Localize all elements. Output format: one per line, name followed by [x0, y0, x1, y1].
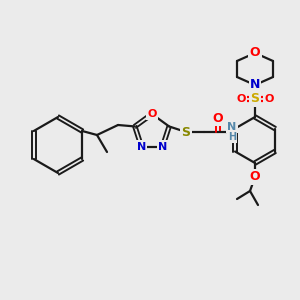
Text: N: N — [227, 122, 237, 132]
Text: O: O — [264, 94, 274, 104]
Text: N: N — [158, 142, 167, 152]
Text: S: S — [182, 125, 190, 139]
Text: O: O — [213, 112, 223, 124]
Text: O: O — [147, 109, 157, 119]
Text: H: H — [228, 132, 236, 142]
Text: N: N — [250, 79, 260, 92]
Text: O: O — [250, 46, 260, 59]
Text: S: S — [250, 92, 260, 106]
Text: O: O — [250, 170, 260, 184]
Text: O: O — [236, 94, 246, 104]
Text: N: N — [137, 142, 146, 152]
